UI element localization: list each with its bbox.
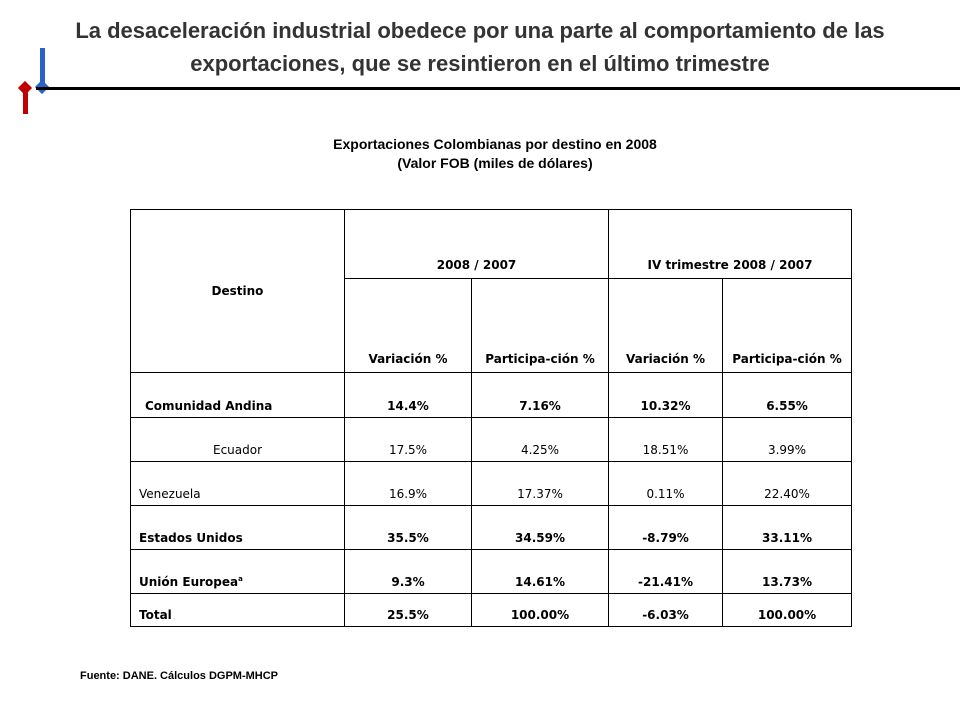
slide-title-line-2: exportaciones, que se resintieron en el … xyxy=(190,51,770,76)
row-variacion-year: 35.5% xyxy=(344,505,472,550)
row-participacion-q4: 100.00% xyxy=(722,593,853,627)
row-variacion-year: 25.5% xyxy=(344,593,472,627)
col-header-participacion-year: Participa-ción % xyxy=(470,278,610,373)
row-destino-label: Unión Europea xyxy=(139,575,239,589)
row-participacion-year: 7.16% xyxy=(470,372,610,418)
row-variacion-year: 9.3% xyxy=(344,549,472,594)
exports-table: Destino 2008 / 2007 IV trimestre 2008 / … xyxy=(130,209,853,627)
group-header-2008-2007: 2008 / 2007 xyxy=(343,209,610,279)
destino-header: Destino xyxy=(130,209,345,373)
table-row: Comunidad Andina 14.4% 7.16% 10.32% 6.55… xyxy=(130,372,853,418)
row-variacion-year: 17.5% xyxy=(344,417,472,462)
table-row: Ecuador 17.5% 4.25% 18.51% 3.99% xyxy=(130,417,853,462)
row-destino: Estados Unidos xyxy=(130,505,345,550)
row-variacion-q4: -21.41% xyxy=(608,549,724,594)
table-row: Unión Europeaa 9.3% 14.61% -21.41% 13.73… xyxy=(130,549,853,594)
row-variacion-q4: -8.79% xyxy=(608,505,724,550)
row-participacion-q4: 6.55% xyxy=(722,372,853,418)
row-destino: Unión Europeaa xyxy=(130,549,345,594)
table-title-line-2: (Valor FOB (miles de dólares) xyxy=(397,155,593,171)
row-destino: Total xyxy=(130,593,345,627)
row-participacion-q4: 33.11% xyxy=(722,505,853,550)
table-row: Total 25.5% 100.00% -6.03% 100.00% xyxy=(130,593,853,627)
table-row: Venezuela 16.9% 17.37% 0.11% 22.40% xyxy=(130,461,853,506)
red-blue-pin-logo-icon xyxy=(17,48,50,114)
row-variacion-year: 16.9% xyxy=(344,461,472,506)
col-header-variacion-q4: Variación % xyxy=(608,278,724,373)
source-note: Fuente: DANE. Cálculos DGPM-MHCP xyxy=(80,670,279,682)
row-participacion-q4: 13.73% xyxy=(722,549,853,594)
row-destino: Comunidad Andina xyxy=(130,372,345,418)
row-variacion-q4: 0.11% xyxy=(608,461,724,506)
row-participacion-q4: 3.99% xyxy=(722,417,853,462)
row-participacion-year: 17.37% xyxy=(470,461,610,506)
col-header-participacion-q4: Participa-ción % xyxy=(722,278,853,373)
row-destino: Venezuela xyxy=(130,461,345,506)
row-variacion-q4: 10.32% xyxy=(608,372,724,418)
row-destino: Ecuador xyxy=(130,417,345,462)
footnote-marker: a xyxy=(238,575,243,583)
row-variacion-q4: -6.03% xyxy=(608,593,724,627)
table-title-line-1: Exportaciones Colombianas por destino en… xyxy=(333,136,657,152)
slide-title: La desaceleración industrial obedece por… xyxy=(20,14,940,80)
title-divider xyxy=(36,87,960,90)
slide-title-line-1: La desaceleración industrial obedece por… xyxy=(75,18,885,43)
row-variacion-q4: 18.51% xyxy=(608,417,724,462)
group-header-iv-trimestre: IV trimestre 2008 / 2007 xyxy=(608,209,853,279)
row-participacion-year: 4.25% xyxy=(470,417,610,462)
row-variacion-year: 14.4% xyxy=(344,372,472,418)
row-participacion-year: 34.59% xyxy=(470,505,610,550)
table-row: Estados Unidos 35.5% 34.59% -8.79% 33.11… xyxy=(130,505,853,550)
table-title: Exportaciones Colombianas por destino en… xyxy=(230,135,760,173)
row-participacion-year: 100.00% xyxy=(470,593,610,627)
col-header-variacion-year: Variación % xyxy=(344,278,472,373)
row-participacion-year: 14.61% xyxy=(470,549,610,594)
row-participacion-q4: 22.40% xyxy=(722,461,853,506)
